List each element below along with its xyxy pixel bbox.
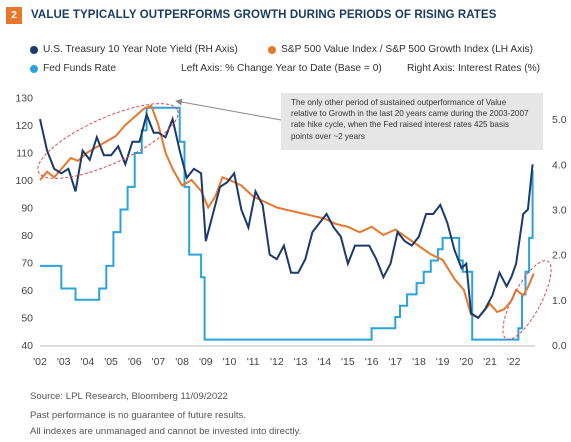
left-tick-label: 40 [21, 340, 33, 352]
left-tick-label: 110 [16, 148, 33, 160]
legend-treasury-label: U.S. Treasury 10 Year Note Yield (RH Axi… [43, 44, 238, 55]
left-tick-label: 130 [15, 93, 33, 105]
legend-treasury-swatch [30, 45, 38, 54]
x-tick-label: '03 [57, 356, 71, 368]
x-tick-label: '17 [388, 356, 402, 368]
left-tick-label: 70 [21, 258, 33, 270]
right-tick-label: 0.0 [552, 340, 567, 352]
legend-treasury: U.S. Treasury 10 Year Note Yield (RH Axi… [30, 44, 238, 55]
left-tick-label: 120 [15, 120, 33, 132]
x-tick-label: '14 [317, 356, 331, 368]
left-axis-note: Left Axis: % Change Year to Date (Base =… [181, 63, 382, 74]
overlay-layer [37, 98, 552, 340]
annotation-box: The only other period of sustained outpe… [281, 93, 543, 150]
x-tick-label: '04 [81, 356, 95, 368]
right-tick-label: 1.0 [552, 295, 567, 307]
x-tick-label: '05 [104, 356, 118, 368]
x-tick-label: '22 [507, 356, 521, 368]
right-tick-label: 4.0 [552, 159, 567, 171]
x-tick-label: '16 [365, 356, 379, 368]
annotation-arrow [175, 98, 282, 121]
right-tick-label: 2.0 [552, 250, 567, 262]
x-tick-label: '15 [341, 356, 355, 368]
legend-ratio: S&P 500 Value Index / S&P 500 Growth Ind… [268, 44, 533, 55]
x-tick-label: '08 [175, 356, 189, 368]
figure-number-badge: 2 [6, 7, 22, 24]
highlight-ellipse-2021-2022 [502, 260, 552, 340]
x-tick-label: '06 [128, 356, 142, 368]
x-tick-label: '09 [199, 356, 213, 368]
legend-fed-swatch [30, 64, 38, 73]
left-tick-label: 100 [15, 175, 33, 187]
source-note: Source: LPL Research, Bloomberg 11/09/20… [30, 391, 228, 402]
series-fed-funds-rate [40, 106, 534, 341]
x-tick-label: '18 [412, 356, 426, 368]
right-axis-note: Right Axis: Interest Rates (%) [407, 63, 541, 74]
x-tick-label: '07 [152, 356, 166, 368]
legend-fed: Fed Funds Rate [30, 63, 116, 74]
x-tick-label: '02 [33, 356, 47, 368]
x-tick-label: '13 [294, 356, 308, 368]
axis-layer: 40 50 60 70 80 90 100 110 120 130 0.0 1.0 2.0 3.0 4.0 5… [15, 93, 566, 369]
series-layer [39, 104, 535, 341]
right-tick-label: 5.0 [552, 114, 567, 126]
chart-title: VALUE TYPICALLY OUTPERFORMS GROWTH DURIN… [31, 9, 497, 21]
x-tick-label: '19 [436, 356, 450, 368]
legend-ratio-label: S&P 500 Value Index / S&P 500 Growth Ind… [281, 44, 533, 55]
x-tick-label: '21 [483, 356, 497, 368]
disclaimer-indexes: All indexes are unmanaged and cannot be … [30, 426, 302, 437]
disclaimer-performance: Past performance is no guarantee of futu… [30, 410, 246, 421]
left-tick-label: 60 [21, 285, 33, 297]
highlight-ellipse-2003-2007 [37, 103, 179, 179]
left-tick-label: 90 [21, 203, 33, 215]
series-treasury-10y-yield [39, 111, 534, 320]
legend-ratio-swatch [268, 45, 276, 54]
left-tick-label: 80 [21, 230, 33, 242]
x-tick-label: '11 [247, 356, 260, 368]
x-tick-label: '10 [223, 356, 237, 368]
x-tick-label: '12 [270, 356, 284, 368]
legend-fed-label: Fed Funds Rate [43, 63, 117, 74]
right-tick-label: 3.0 [552, 204, 567, 216]
x-tick-label: '20 [459, 356, 473, 368]
left-tick-label: 50 [21, 313, 33, 325]
